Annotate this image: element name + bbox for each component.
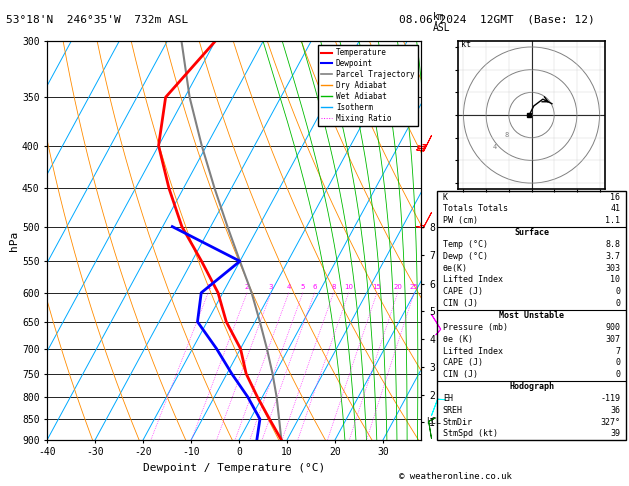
Text: θe (K): θe (K)	[443, 335, 473, 344]
Text: 8: 8	[504, 133, 509, 139]
Text: StmSpd (kt): StmSpd (kt)	[443, 430, 498, 438]
Text: 20: 20	[393, 284, 402, 290]
Text: LCL: LCL	[426, 417, 441, 426]
Text: 08.06.2024  12GMT  (Base: 12): 08.06.2024 12GMT (Base: 12)	[399, 15, 595, 25]
Text: Lifted Index: Lifted Index	[443, 276, 503, 284]
Text: © weatheronline.co.uk: © weatheronline.co.uk	[399, 472, 512, 481]
Text: Temp (°C): Temp (°C)	[443, 240, 488, 249]
Text: 53°18'N  246°35'W  732m ASL: 53°18'N 246°35'W 732m ASL	[6, 15, 189, 25]
Text: 39: 39	[610, 430, 620, 438]
Text: km
ASL: km ASL	[433, 12, 450, 34]
Text: θe(K): θe(K)	[443, 263, 468, 273]
Text: 3.7: 3.7	[605, 252, 620, 261]
Text: Hodograph: Hodograph	[509, 382, 554, 391]
Text: 303: 303	[605, 263, 620, 273]
Text: Lifted Index: Lifted Index	[443, 347, 503, 356]
Text: kt: kt	[461, 40, 471, 49]
Text: 3: 3	[269, 284, 274, 290]
Text: Dewp (°C): Dewp (°C)	[443, 252, 488, 261]
Text: Most Unstable: Most Unstable	[499, 311, 564, 320]
Text: 307: 307	[605, 335, 620, 344]
Text: 0: 0	[615, 299, 620, 308]
Text: 7: 7	[615, 347, 620, 356]
Text: 2: 2	[245, 284, 249, 290]
Text: 4: 4	[287, 284, 291, 290]
Text: 15: 15	[372, 284, 381, 290]
Text: Totals Totals: Totals Totals	[443, 205, 508, 213]
Text: CAPE (J): CAPE (J)	[443, 287, 483, 296]
Text: Surface: Surface	[514, 228, 549, 237]
Text: PW (cm): PW (cm)	[443, 216, 478, 226]
Text: 5: 5	[301, 284, 305, 290]
Text: 0: 0	[615, 287, 620, 296]
Text: 1.1: 1.1	[605, 216, 620, 226]
Text: 10: 10	[610, 276, 620, 284]
Text: CIN (J): CIN (J)	[443, 299, 478, 308]
Text: -119: -119	[600, 394, 620, 403]
Text: 1: 1	[206, 284, 211, 290]
Text: 8.8: 8.8	[605, 240, 620, 249]
Text: 900: 900	[605, 323, 620, 332]
Text: 10: 10	[344, 284, 353, 290]
Text: K: K	[443, 192, 448, 202]
Text: EH: EH	[443, 394, 453, 403]
Text: 327°: 327°	[600, 417, 620, 427]
Text: 16: 16	[610, 192, 620, 202]
Text: 4: 4	[493, 144, 498, 150]
Text: Pressure (mb): Pressure (mb)	[443, 323, 508, 332]
Text: 41: 41	[610, 205, 620, 213]
Text: 0: 0	[615, 370, 620, 379]
Text: 0: 0	[615, 358, 620, 367]
Text: CAPE (J): CAPE (J)	[443, 358, 483, 367]
Text: 25: 25	[409, 284, 418, 290]
Text: CIN (J): CIN (J)	[443, 370, 478, 379]
Text: StmDir: StmDir	[443, 417, 473, 427]
Text: 36: 36	[610, 406, 620, 415]
Legend: Temperature, Dewpoint, Parcel Trajectory, Dry Adiabat, Wet Adiabat, Isotherm, Mi: Temperature, Dewpoint, Parcel Trajectory…	[318, 45, 418, 126]
X-axis label: Dewpoint / Temperature (°C): Dewpoint / Temperature (°C)	[143, 463, 325, 473]
Text: SREH: SREH	[443, 406, 463, 415]
Text: 6: 6	[313, 284, 317, 290]
Text: 8: 8	[331, 284, 336, 290]
Y-axis label: hPa: hPa	[9, 230, 19, 251]
